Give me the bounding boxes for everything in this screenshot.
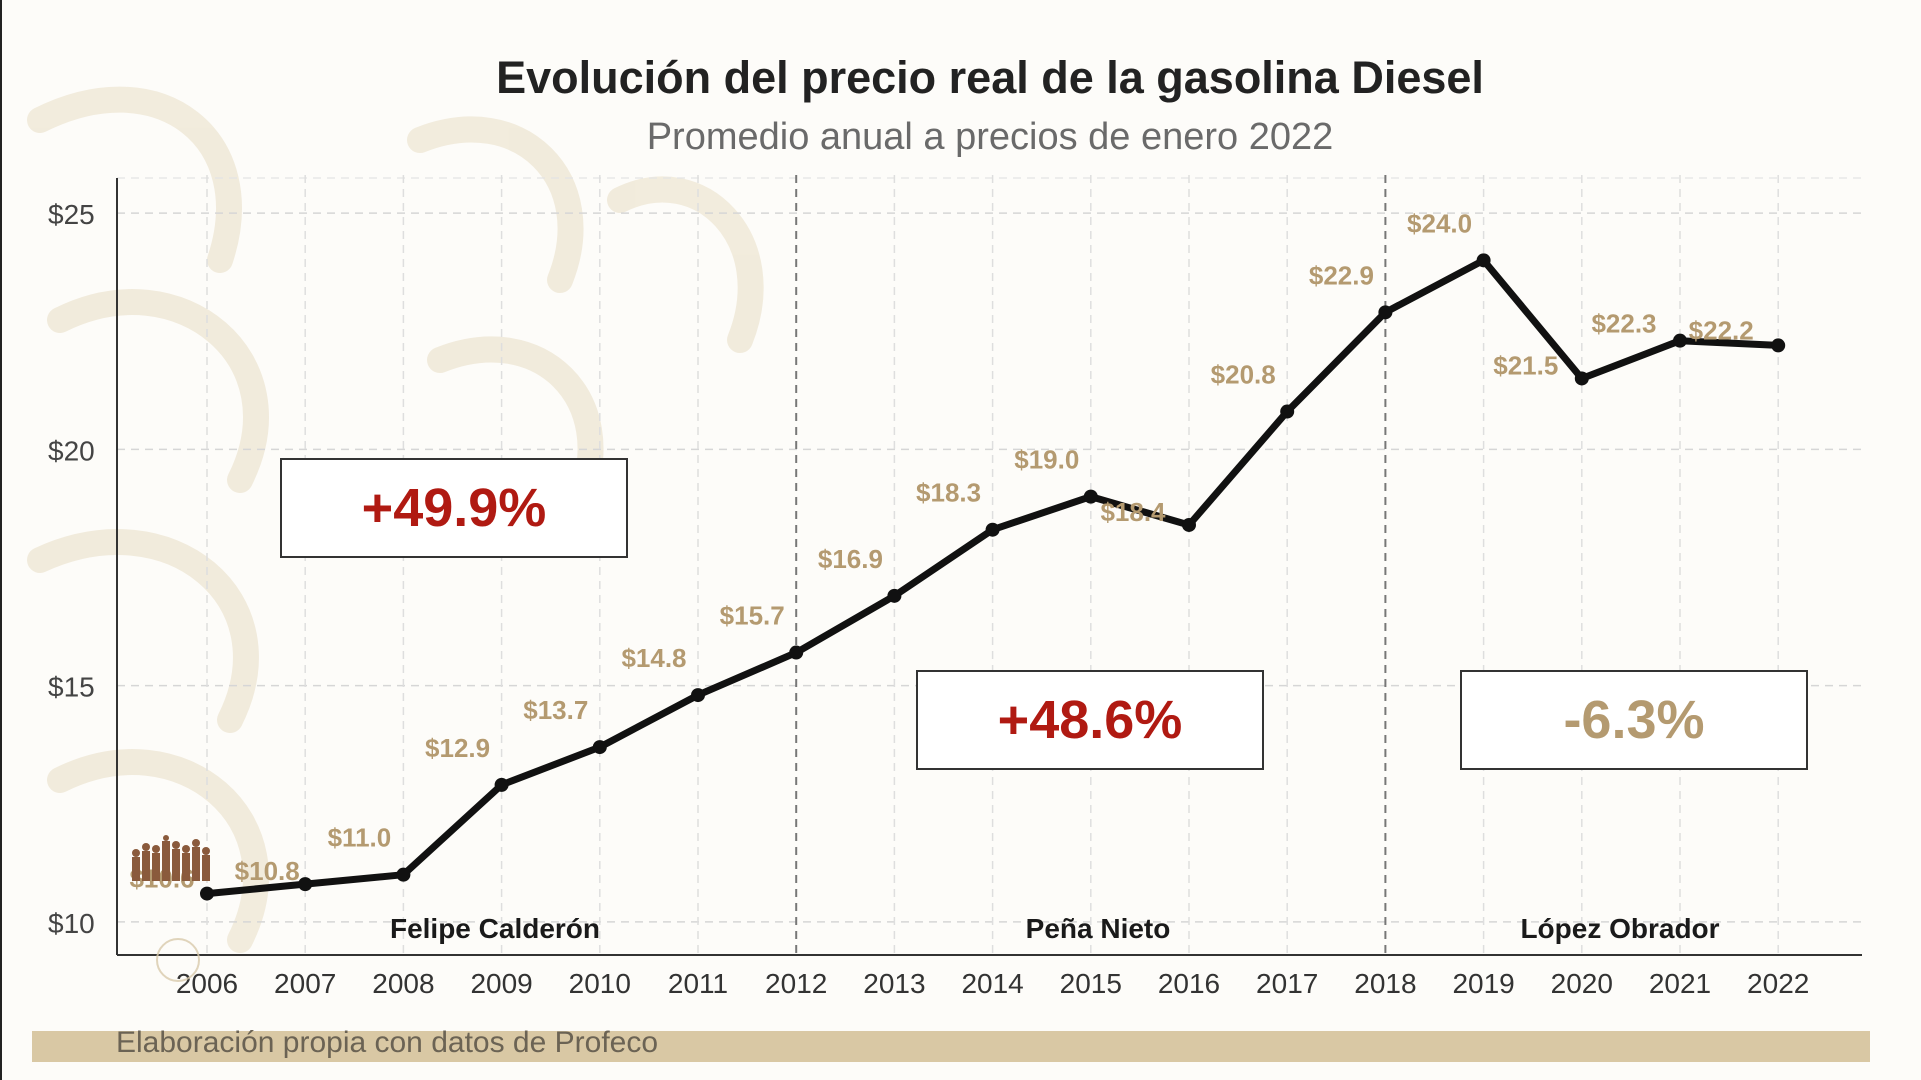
x-tick-label: 2015	[1060, 968, 1122, 999]
data-point	[789, 645, 804, 660]
data-label: $11.0	[328, 823, 392, 853]
data-label: $13.7	[523, 695, 588, 725]
x-tick-label: 2007	[274, 968, 336, 999]
x-tick-label: 2009	[470, 968, 532, 999]
data-point	[1083, 489, 1098, 504]
president-label-lopez-obrador: López Obrador	[1520, 913, 1720, 944]
x-tick-label: 2020	[1551, 968, 1613, 999]
x-tick-label: 2013	[863, 968, 925, 999]
x-tick-label: 2017	[1256, 968, 1318, 999]
data-point	[1280, 404, 1295, 419]
data-point	[1378, 305, 1393, 320]
data-label: $10.8	[235, 856, 300, 886]
change-value-lopez-obrador: -6.3%	[1563, 690, 1705, 750]
change-value-pena-nieto: +48.6%	[997, 690, 1183, 750]
change-box-calderon: +49.9%	[280, 458, 628, 558]
data-point	[1771, 338, 1786, 353]
data-point	[985, 522, 1000, 537]
y-tick-label: $25	[48, 199, 95, 230]
data-point	[592, 740, 607, 755]
change-value-calderon: +49.9%	[361, 478, 547, 538]
data-label: $22.9	[1309, 260, 1374, 290]
data-point	[1574, 371, 1589, 386]
data-point	[691, 688, 705, 703]
data-point	[396, 867, 411, 882]
footer-bar	[32, 1031, 1870, 1062]
left-edge-rule	[0, 0, 2, 1080]
x-tick-label: 2011	[668, 968, 728, 999]
data-label: $12.9	[425, 733, 490, 763]
x-tick-label: 2008	[372, 968, 434, 999]
chart-title: Evolución del precio real de la gasolina…	[496, 52, 1484, 103]
data-label: $14.8	[621, 643, 686, 673]
source-note: Elaboración propia con datos de Profeco	[116, 1026, 659, 1059]
data-label: $18.3	[916, 478, 981, 508]
data-point	[1673, 333, 1687, 348]
chart-subtitle: Promedio anual a precios de enero 2022	[646, 116, 1334, 158]
data-point	[200, 886, 214, 901]
president-label-calderon: Felipe Calderón	[389, 913, 601, 944]
x-tick-label: 2010	[569, 968, 631, 999]
data-label: $24.0	[1407, 208, 1472, 238]
y-tick-label: $10	[48, 908, 95, 939]
x-tick-label: 2016	[1158, 968, 1220, 999]
x-tick-label: 2012	[765, 968, 827, 999]
seal-icon	[156, 938, 200, 982]
x-tick-label: 2014	[961, 968, 1023, 999]
data-point	[887, 588, 902, 603]
data-label: $19.0	[1014, 445, 1079, 475]
data-label: $15.7	[720, 601, 785, 631]
data-label: $22.2	[1689, 315, 1754, 345]
y-tick-label: $15	[48, 672, 95, 703]
data-label: $16.9	[818, 544, 883, 574]
data-point	[494, 777, 509, 792]
data-label: $20.8	[1211, 360, 1276, 390]
data-label: $22.3	[1591, 309, 1656, 339]
x-tick-label: 2019	[1452, 968, 1514, 999]
x-tick-label: 2021	[1649, 968, 1711, 999]
data-point	[298, 877, 313, 892]
data-point	[1476, 253, 1491, 268]
change-box-pena-nieto: +48.6%	[916, 670, 1264, 770]
president-label-pena-nieto: Peña Nieto	[1025, 913, 1171, 944]
data-label: $18.4	[1100, 497, 1166, 527]
government-logo-icon	[132, 835, 210, 881]
y-tick-label: $20	[48, 435, 95, 466]
data-label: $21.5	[1493, 350, 1558, 380]
x-tick-label: 2022	[1747, 968, 1809, 999]
change-box-lopez-obrador: -6.3%	[1460, 670, 1808, 770]
x-tick-label: 2018	[1354, 968, 1416, 999]
data-point	[1182, 517, 1196, 532]
